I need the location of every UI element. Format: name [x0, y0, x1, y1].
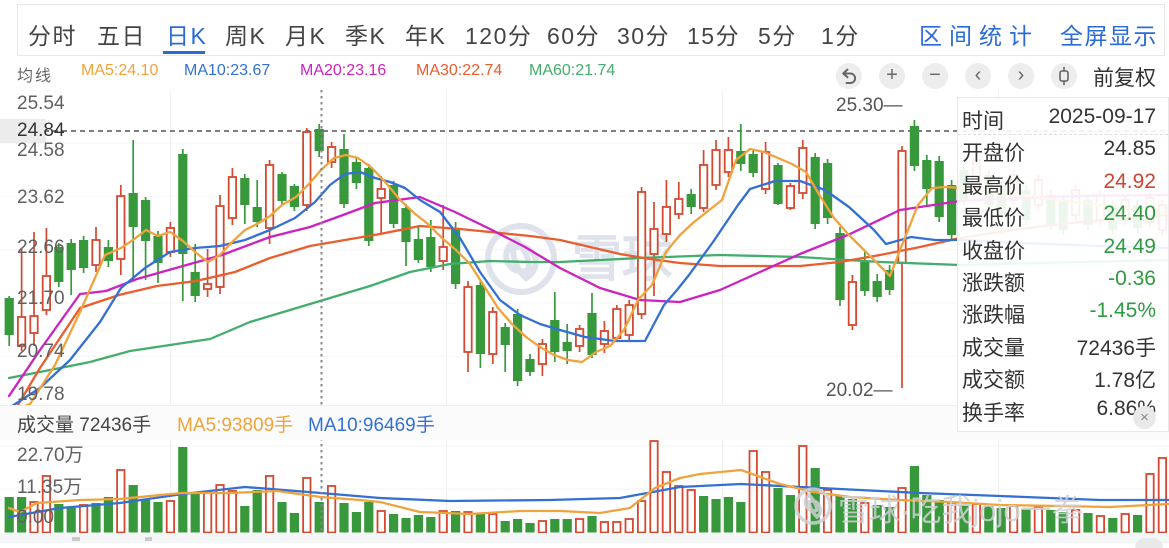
- svg-text:20.02—: 20.02—: [826, 380, 893, 401]
- svg-text:雪球·吃我jojo一拳: 雪球·吃我jojo一拳: [838, 493, 1083, 528]
- svg-text:25.30—: 25.30—: [836, 95, 903, 116]
